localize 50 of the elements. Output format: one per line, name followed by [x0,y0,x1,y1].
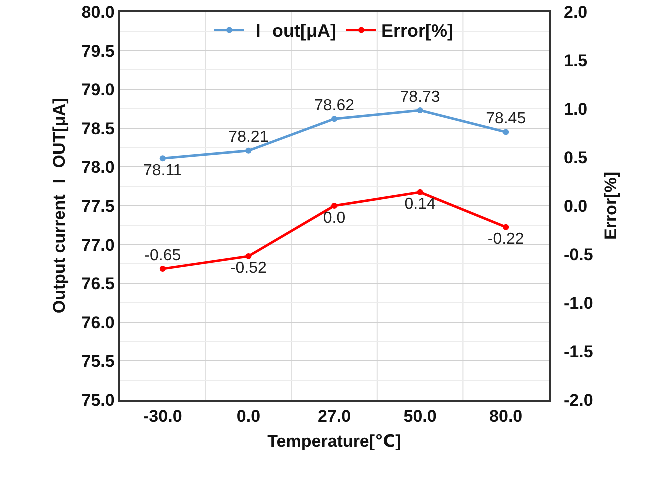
data-label: -0.52 [230,260,268,278]
legend-label: Ｉ out[μA] [250,21,336,42]
point [332,116,338,122]
point [417,189,424,196]
y-tick-label: 75.5 [82,352,115,372]
y2-tick-label: -1.5 [564,342,594,362]
x-axis-title: Temperature[℃] [268,432,402,452]
y2-tick-label: 0.0 [564,196,588,216]
legend-label: Error[%] [382,21,454,42]
data-label: -0.22 [488,231,524,248]
data-label: 78.11 [143,162,182,180]
y2-tick-label: 1.5 [564,51,588,70]
y2-tick-label: -1.0 [564,294,594,313]
y-tick-label: 77.0 [82,236,115,255]
point [503,129,510,136]
y-tick-label: 78.5 [82,119,115,138]
y2-tick-label: 0.5 [564,148,588,168]
data-label: 0.0 [323,210,346,227]
data-label: 78.21 [228,129,269,146]
y-tick-label: 79.0 [82,80,115,100]
y-tick-label: 77.5 [82,196,115,216]
y-tick-label: 80.0 [82,2,115,22]
x-tick-label: 50.0 [404,407,437,426]
y2-tick-label: -2.0 [564,390,594,410]
point [246,148,252,154]
y2-tick-label: -0.5 [564,245,594,264]
y-tick-label: 75.0 [82,390,115,410]
y-tick-label: 76.0 [82,313,115,332]
data-label: -0.65 [144,247,182,264]
point [246,253,252,260]
point [332,203,338,209]
point [503,224,510,230]
x-tick-label: -30.0 [144,407,182,426]
y2-axis-title: Error[%] [602,172,621,240]
y2-tick-label: 1.0 [564,100,588,119]
x-tick-label: 0.0 [236,407,261,426]
point [160,156,166,162]
data-label: 78.62 [314,97,355,114]
y-tick-label: 79.5 [82,42,115,61]
point [160,266,166,272]
y2-tick-label: 2.0 [564,2,588,22]
x-tick-label: 27.0 [318,407,352,426]
y-tick-label: 78.0 [82,158,115,178]
data-label: 78.73 [400,88,440,106]
point [417,108,424,114]
x-tick-label: 80.0 [490,407,523,426]
data-label: 78.45 [486,110,526,128]
y-axis-title: Output current Ｉ OUT[μA] [50,98,69,314]
y-tick-label: 76.5 [82,274,115,294]
data-label: 0.14 [404,196,436,214]
